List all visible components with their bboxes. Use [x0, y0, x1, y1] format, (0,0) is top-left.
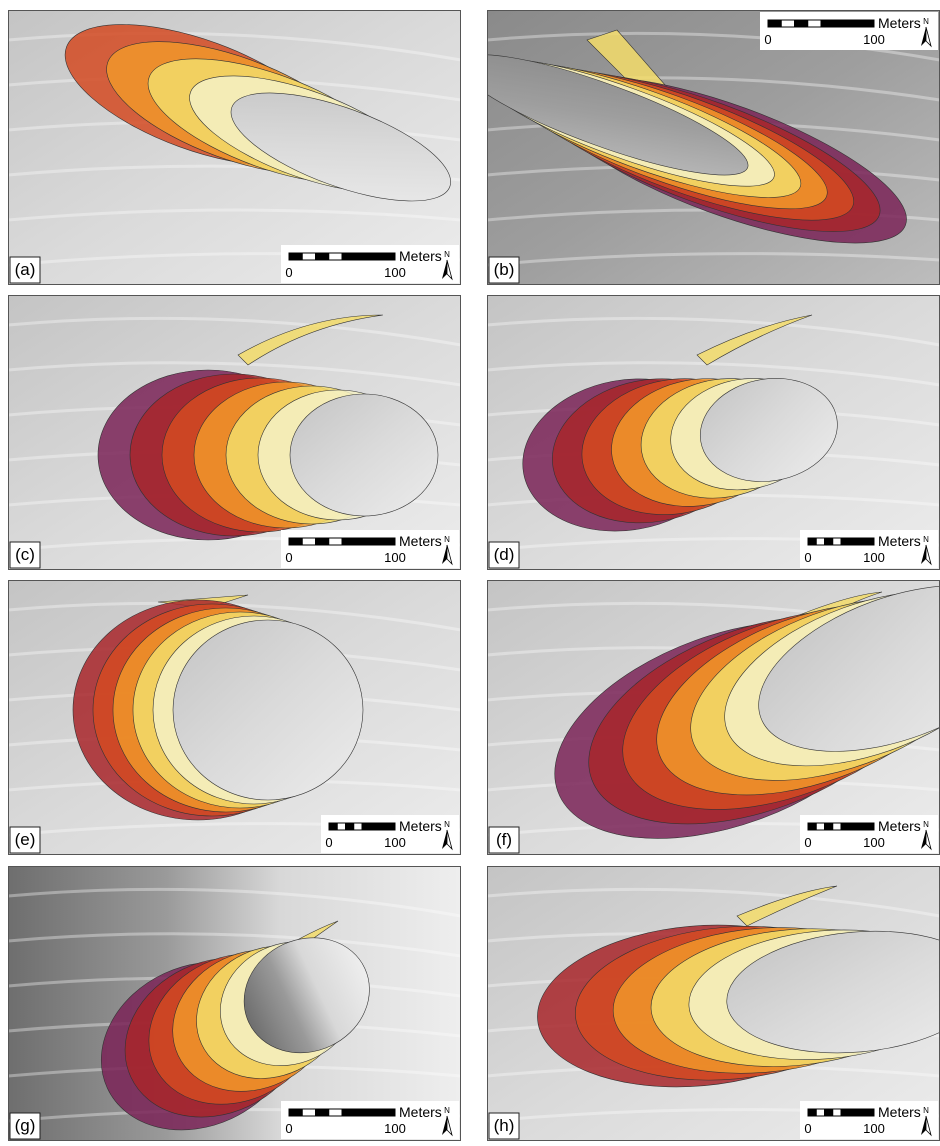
map-content — [8, 580, 461, 855]
scale-segment — [825, 823, 833, 830]
map-panel: (a) Meters 0 100 N — [8, 0, 463, 285]
north-label: N — [444, 535, 450, 544]
scale-end: 100 — [384, 265, 406, 280]
scale-unit: Meters — [399, 248, 442, 264]
scale-start: 0 — [325, 835, 332, 850]
scale-end: 100 — [863, 550, 885, 565]
map-panel: (f) Meters 0 100 N — [487, 552, 940, 880]
map-content — [8, 866, 461, 1141]
map-content — [448, 10, 940, 285]
scale-end: 100 — [384, 550, 406, 565]
map-panel: (c) Meters 0 100 N — [8, 295, 461, 570]
scale-segment — [354, 823, 362, 830]
scale-segment — [342, 253, 395, 260]
map-panel: (h) Meters 0 100 N — [487, 866, 940, 1141]
map-content — [8, 295, 461, 570]
scale-start: 0 — [804, 1121, 811, 1136]
scale-start: 0 — [804, 835, 811, 850]
scale-segment — [808, 20, 821, 27]
scale-unit: Meters — [878, 15, 921, 31]
scale-segment — [342, 1109, 395, 1116]
scale-segment — [816, 538, 824, 545]
figure: (a) Meters 0 100 N (b) Meters 0 100 N (c) Meters 0 10… — [0, 0, 940, 1141]
scale-segment — [289, 1109, 302, 1116]
panel-label: (g) — [15, 1116, 36, 1135]
scale-segment — [316, 253, 329, 260]
scale-segment — [833, 823, 841, 830]
scale-unit: Meters — [878, 533, 921, 549]
scale-start: 0 — [285, 265, 292, 280]
scale-segment — [808, 538, 816, 545]
scale-segment — [342, 538, 395, 545]
scale-end: 100 — [384, 835, 406, 850]
scale-start: 0 — [804, 550, 811, 565]
north-label: N — [444, 1106, 450, 1115]
panel-label: (b) — [494, 260, 515, 279]
scale-segment — [289, 253, 302, 260]
panel-label: (c) — [15, 545, 35, 564]
panel-label: (e) — [15, 830, 36, 849]
map-content — [487, 295, 940, 570]
panel-label: (d) — [494, 545, 515, 564]
scale-segment — [816, 823, 824, 830]
scale-segment — [841, 538, 874, 545]
scale-end: 100 — [384, 1121, 406, 1136]
scale-segment — [841, 1109, 874, 1116]
scale-segment — [329, 538, 342, 545]
scale-segment — [808, 1109, 816, 1116]
panel-label: (f) — [496, 830, 512, 849]
source-area — [290, 394, 438, 516]
scale-start: 0 — [285, 1121, 292, 1136]
scale-unit: Meters — [399, 1104, 442, 1120]
map-content — [487, 866, 940, 1141]
scale-segment — [808, 823, 816, 830]
map-panel: (g) Meters 0 100 N — [8, 866, 461, 1141]
scale-segment — [302, 1109, 315, 1116]
scale-unit: Meters — [399, 818, 442, 834]
scale-segment — [337, 823, 345, 830]
north-label: N — [444, 250, 450, 259]
scale-segment — [833, 538, 841, 545]
scale-segment — [329, 253, 342, 260]
map-content — [8, 0, 463, 285]
scale-unit: Meters — [399, 533, 442, 549]
north-label: N — [444, 820, 450, 829]
scale-end: 100 — [863, 835, 885, 850]
north-label: N — [923, 820, 929, 829]
panel-label: (h) — [494, 1116, 515, 1135]
map-panel: (e) Meters 0 100 N — [8, 580, 461, 855]
scale-segment — [302, 538, 315, 545]
source-area — [173, 620, 363, 800]
scale-end: 100 — [863, 1121, 885, 1136]
map-panel: (d) Meters 0 100 N — [487, 295, 940, 570]
scale-segment — [302, 253, 315, 260]
scale-segment — [768, 20, 781, 27]
scale-segment — [329, 823, 337, 830]
scale-segment — [362, 823, 395, 830]
scale-segment — [816, 1109, 824, 1116]
scale-segment — [795, 20, 808, 27]
scale-segment — [821, 20, 874, 27]
scale-segment — [825, 1109, 833, 1116]
scale-segment — [289, 538, 302, 545]
scale-segment — [329, 1109, 342, 1116]
scale-segment — [833, 1109, 841, 1116]
scale-segment — [841, 823, 874, 830]
map-panel: (b) Meters 0 100 N — [448, 10, 940, 285]
scale-segment — [825, 538, 833, 545]
scale-segment — [316, 538, 329, 545]
north-label: N — [923, 1106, 929, 1115]
scale-segment — [316, 1109, 329, 1116]
panel-label: (a) — [15, 260, 36, 279]
scale-unit: Meters — [878, 818, 921, 834]
north-label: N — [923, 535, 929, 544]
scale-start: 0 — [285, 550, 292, 565]
scale-unit: Meters — [878, 1104, 921, 1120]
north-label: N — [923, 17, 929, 26]
scale-segment — [346, 823, 354, 830]
scale-end: 100 — [863, 32, 885, 47]
scale-segment — [781, 20, 794, 27]
scale-start: 0 — [764, 32, 771, 47]
